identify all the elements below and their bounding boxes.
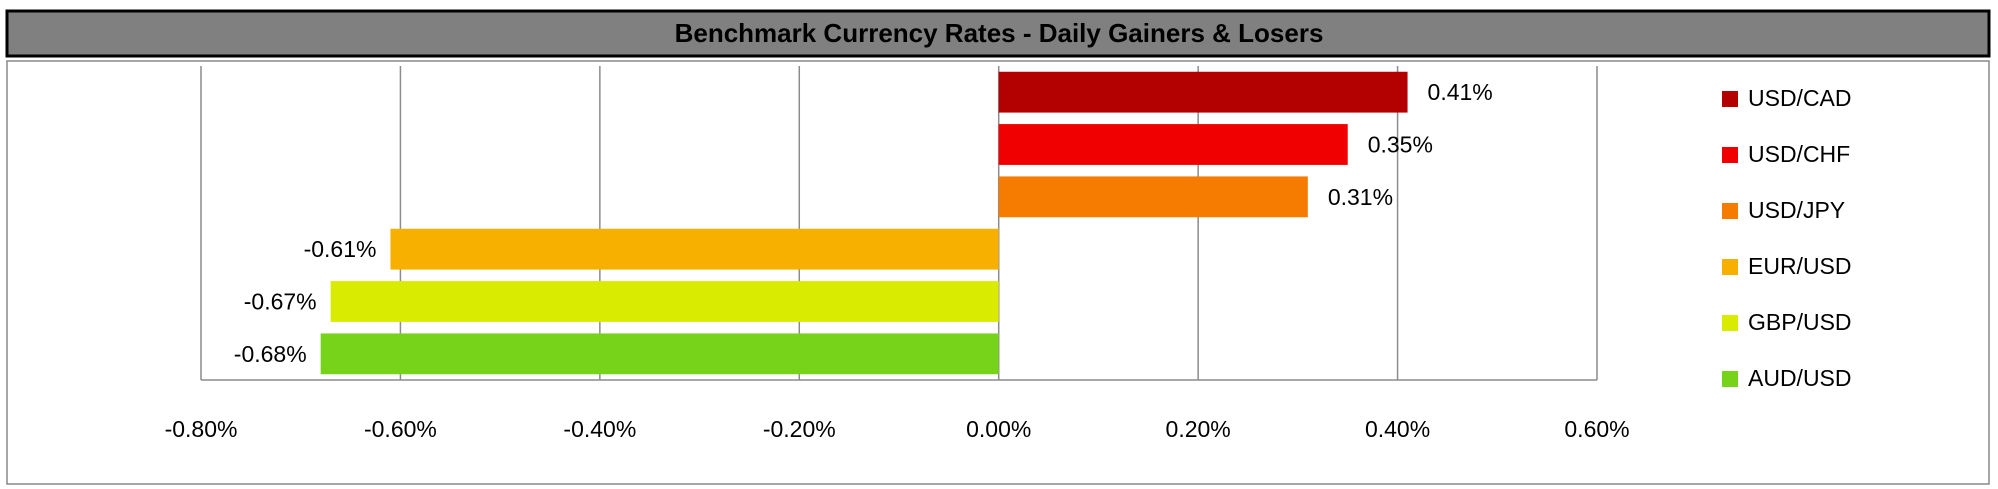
x-tick-label: -0.60% [364, 416, 437, 442]
x-tick-label: -0.40% [563, 416, 636, 442]
legend-swatch [1722, 147, 1738, 163]
legend-label: USD/JPY [1748, 197, 1845, 223]
legend-swatch [1722, 203, 1738, 219]
data-label: 0.31% [1328, 184, 1393, 210]
legend-label: AUD/USD [1748, 365, 1852, 391]
bar [998, 176, 1308, 218]
data-label: -0.68% [234, 341, 307, 367]
x-tick-label: 0.60% [1564, 416, 1629, 442]
data-label: -0.67% [244, 289, 317, 315]
legend-swatch [1722, 315, 1738, 331]
bar [330, 281, 999, 322]
x-tick-label: -0.80% [165, 416, 238, 442]
legend-swatch [1722, 259, 1738, 275]
data-label: 0.41% [1428, 79, 1493, 105]
chart-title: Benchmark Currency Rates - Daily Gainers… [675, 18, 1324, 48]
data-label: 0.35% [1368, 132, 1433, 158]
x-tick-label: 0.40% [1365, 416, 1430, 442]
legend-label: USD/CAD [1748, 85, 1852, 111]
bar [998, 124, 1348, 165]
bar [390, 228, 999, 270]
legend-label: EUR/USD [1748, 253, 1852, 279]
legend-swatch [1722, 91, 1738, 107]
bar [998, 71, 1408, 113]
legend-label: GBP/USD [1748, 309, 1852, 335]
legend-swatch [1722, 371, 1738, 387]
bar [320, 333, 999, 375]
data-label: -0.61% [304, 236, 377, 262]
x-tick-label: 0.20% [1166, 416, 1231, 442]
title-bar [5, 9, 1991, 58]
legend-label: USD/CHF [1748, 141, 1850, 167]
x-tick-label: -0.20% [763, 416, 836, 442]
x-tick-label: 0.00% [966, 416, 1031, 442]
